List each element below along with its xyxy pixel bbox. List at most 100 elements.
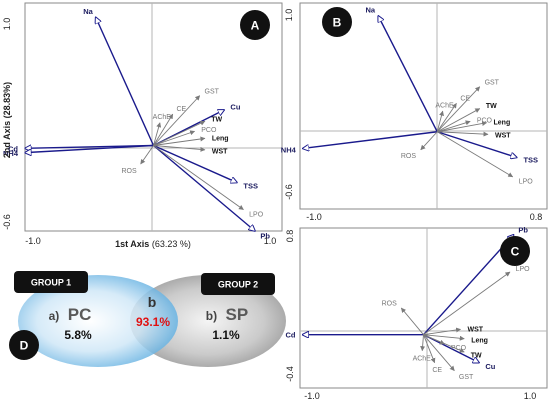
panel-a-vector-tss xyxy=(153,144,238,183)
panel-b-label-nh4: NH4 xyxy=(281,145,297,154)
panel-a-vector-ce xyxy=(153,113,174,146)
panel-c-x-tick-min: -1.0 xyxy=(304,391,320,401)
panel-b-label-tw: TW xyxy=(486,103,497,110)
panel-b-vector-wst xyxy=(437,131,489,137)
venn-mid-pct: 93.1% xyxy=(136,315,170,329)
panel-d-badge xyxy=(9,330,39,360)
venn-left-circle xyxy=(18,275,178,367)
panel-b-label-pco: PCO xyxy=(477,117,493,124)
panel-b-label-tss: TSS xyxy=(523,156,538,165)
panel-b-vectors: Na NH4 TSS LPO GST CE AChE TW PCO Leng WST ROS xyxy=(281,6,538,186)
venn-left-title: a) PC xyxy=(49,305,92,324)
panel-b-label-leng: Leng xyxy=(494,119,511,126)
panel-b-x-tick-max: 0.8 xyxy=(530,212,543,222)
panel-a-badge-label: A xyxy=(251,19,260,33)
panel-c-badge-label: C xyxy=(511,245,520,259)
panel-a-vector-ros xyxy=(140,145,154,165)
panel-c-label-cu: Cu xyxy=(485,362,495,371)
panel-c-label-ros: ROS xyxy=(382,301,398,308)
panel-b-vector-pco xyxy=(437,120,471,133)
panel-a-badge xyxy=(240,10,270,40)
panel-a-vector-ache xyxy=(153,122,162,146)
panel-b-vector-ache xyxy=(436,110,444,132)
group1-label: GROUP 1 xyxy=(31,278,71,288)
panel-b-label-ce: CE xyxy=(460,96,470,103)
panel-a-vector-pco xyxy=(153,130,196,146)
panel-c-vector-ache xyxy=(420,334,426,352)
panel-b-vector-ros xyxy=(420,131,438,151)
panel-a-label-pco: PCO xyxy=(201,127,217,134)
panel-a-y-tick-max: 1.0 xyxy=(2,18,12,31)
panel-b-vector-gst xyxy=(436,86,481,133)
panel-a-x-axis-pct: (63.23 %) xyxy=(152,239,191,249)
panel-a-vector-lpo xyxy=(153,145,244,210)
panel-d-venn: GROUP 1 GROUP 2 a) PC 5.8% b 93.1% b) SP… xyxy=(9,271,286,367)
panel-b-vector-nh4 xyxy=(303,131,438,149)
panel-c-vector-gst xyxy=(423,334,455,372)
panel-c-label-cd: Cd xyxy=(285,331,295,340)
panel-a-vector-wst xyxy=(153,145,206,152)
panel-a-vector-cd xyxy=(25,146,154,149)
group2-tag xyxy=(201,273,275,295)
panel-a-label-lpo: LPO xyxy=(249,212,264,219)
panel-a-label-cu: Cu xyxy=(230,103,240,112)
venn-right-circle xyxy=(130,275,286,367)
panel-a-vector-pb xyxy=(153,144,256,232)
panel-c-label-tw: TW xyxy=(471,353,482,360)
venn-right-code: SP xyxy=(226,305,249,324)
panel-b-label-ache: AChE xyxy=(435,102,454,109)
panel-a-label-nh4: NH4 xyxy=(3,149,19,158)
venn-right-pct: 1.1% xyxy=(212,328,240,342)
panel-a-x-axis-label: 1st Axis xyxy=(115,239,149,249)
panel-b-y-tick-min: -0.6 xyxy=(284,184,294,200)
panel-a-vector-nh4 xyxy=(25,144,154,153)
panel-a-label-ache: AChE xyxy=(153,114,172,121)
panel-a-label-tw: TW xyxy=(211,116,222,123)
panel-a-y-tick-min: -0.6 xyxy=(2,214,12,230)
panel-c-label-pco: PCO xyxy=(451,345,467,352)
panel-c-label-gst: GST xyxy=(459,374,474,381)
panel-b-vector-leng xyxy=(437,121,488,133)
venn-left-pct: 5.8% xyxy=(64,328,92,342)
panel-c-vector-tw xyxy=(423,334,465,353)
panel-a-frame xyxy=(24,2,283,232)
panel-a-vector-leng xyxy=(153,136,206,146)
panel-b-vector-tw xyxy=(437,108,481,133)
panel-c-x-tick-max: 1.0 xyxy=(524,391,537,401)
panel-a-label-ros: ROS xyxy=(121,168,137,175)
panel-c-vector-lpo xyxy=(423,271,511,336)
panel-c-vector-ce xyxy=(423,334,436,364)
panel-c-y-tick-max: 0.8 xyxy=(285,230,295,243)
panel-a-label-pb: Pb xyxy=(260,232,270,241)
panel-b-vector-lpo xyxy=(436,131,514,178)
venn-right-title: b) SP xyxy=(206,305,248,324)
panel-c-y-tick-min: -0.4 xyxy=(285,366,295,382)
panel-a-label-cd: Cd xyxy=(8,145,18,154)
panel-a-label-tss: TSS xyxy=(243,181,258,190)
panel-c-vector-pb xyxy=(422,235,514,336)
panel-c-label-wst: WST xyxy=(467,326,483,333)
panel-c-label-ce: CE xyxy=(432,367,442,374)
panel-b-label-lpo: LPO xyxy=(519,178,534,185)
venn-right-prefix: b) xyxy=(206,309,217,323)
panel-a-label-wst: WST xyxy=(212,148,228,155)
panel-c-label-ache: AChE xyxy=(413,356,432,363)
panel-b-label-gst: GST xyxy=(485,80,500,87)
panel-c-vector-ros xyxy=(400,307,424,335)
panel-a-vector-tw xyxy=(153,120,206,146)
panel-a-x-axis-title: 1st Axis (63.23 %) xyxy=(115,239,191,249)
panel-c-vector-leng xyxy=(423,334,465,341)
panel-b-badge-label: B xyxy=(333,16,342,30)
panel-a-y-axis-title: 2nd Axis (28.83%) xyxy=(2,82,12,158)
panel-a-x-tick-min: -1.0 xyxy=(25,236,41,246)
panel-a-vector-gst xyxy=(153,95,201,146)
panel-b-y-tick-max: 1.0 xyxy=(284,9,294,22)
panel-a-x-tick-max: 1.0 xyxy=(264,236,277,246)
panel-b-vector-ce xyxy=(436,103,457,133)
panel-b-vector-na xyxy=(378,16,438,133)
panel-b-x-tick-min: -1.0 xyxy=(306,212,322,222)
panel-d-badge-label: D xyxy=(20,339,29,353)
panel-c-label-lpo: LPO xyxy=(516,266,531,273)
